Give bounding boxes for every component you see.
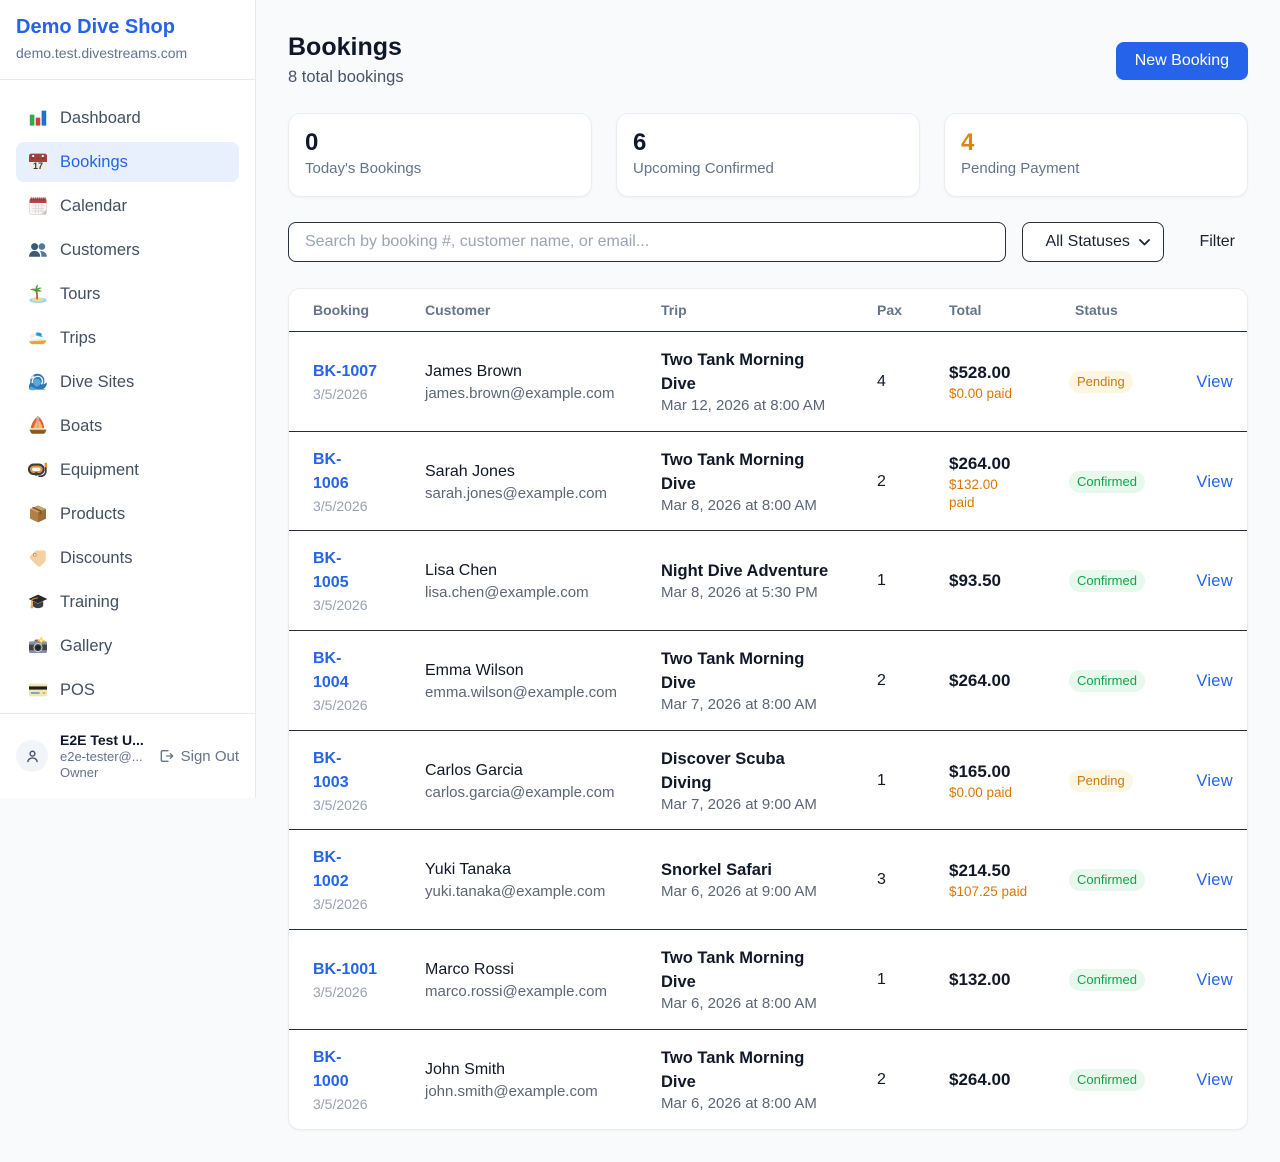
svg-text:17: 17 xyxy=(33,161,43,171)
